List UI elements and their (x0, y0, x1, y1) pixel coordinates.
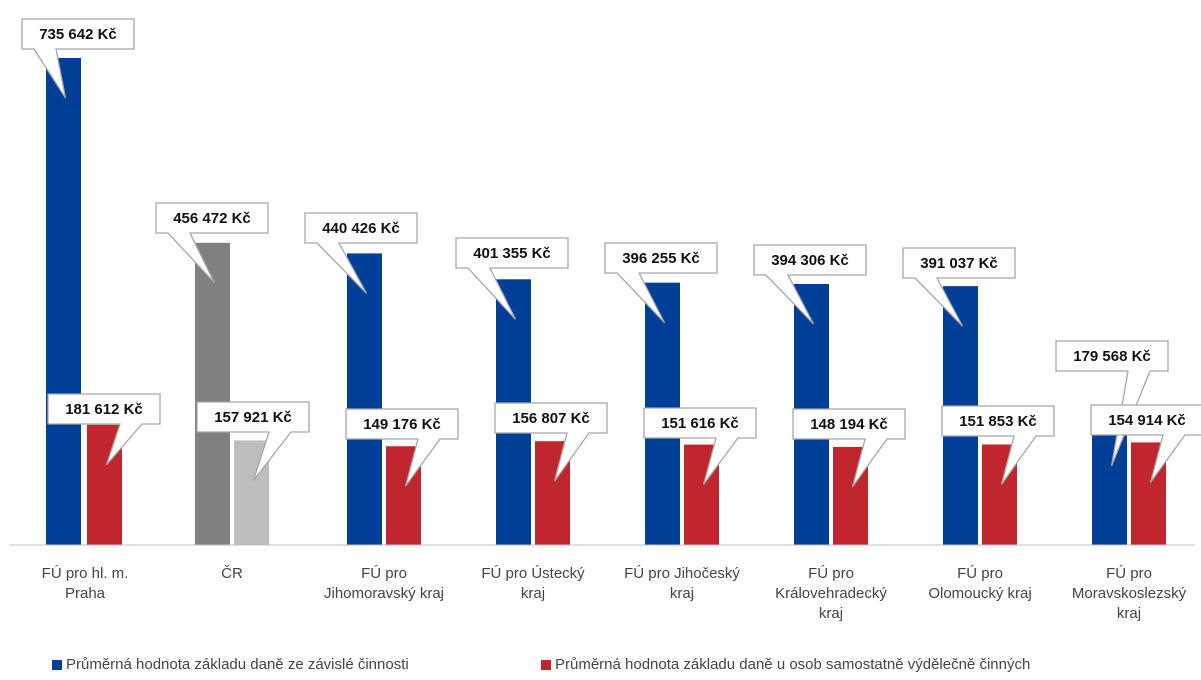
x-tick-label-line: FÚ pro hl. m. (42, 565, 129, 582)
x-tick-label-0: FÚ pro hl. m. Praha (42, 565, 129, 602)
x-tick-label-line: kraj (521, 585, 545, 602)
data-label-text: 735 642 Kč (39, 26, 117, 43)
data-label-primary-3: 401 355 Kč (455, 237, 569, 320)
x-tick-label-3: FÚ pro Ústecký kraj (481, 565, 585, 602)
data-label-text: 148 194 Kč (810, 416, 888, 433)
data-label-primary-0: 735 642 Kč (21, 18, 135, 99)
legend: Průměrná hodnota základu daně ze závislé… (0, 656, 1201, 678)
legend-item-series-2: Průměrná hodnota základu daně u osob sam… (541, 656, 1030, 673)
x-tick-label-line: kraj (670, 585, 694, 602)
data-label-box (304, 212, 418, 294)
x-tick-label-1: ČR (221, 565, 243, 582)
data-label-secondary-7: 154 914 Kč (1090, 404, 1201, 483)
x-tick-label-line: FÚ pro Jihočeský (624, 565, 740, 582)
data-label-secondary-4: 151 616 Kč (643, 407, 757, 486)
data-label-primary-4: 396 255 Kč (604, 242, 718, 324)
bar-primary-0 (46, 58, 81, 545)
data-label-box (643, 407, 757, 486)
bar-primary-2 (347, 253, 382, 545)
x-tick-label-7: FÚ pro Moravskoslezský kraj (1072, 565, 1187, 622)
data-label-box (753, 244, 867, 325)
data-label-text: 391 037 Kč (920, 255, 998, 272)
data-label-text: 151 616 Kč (661, 415, 739, 432)
x-tick-label-line: kraj (1117, 605, 1141, 622)
x-tick-label-line: FÚ pro Ústecký (481, 565, 585, 582)
data-label-primary-6: 391 037 Kč (902, 247, 1016, 327)
data-label-box (792, 408, 906, 488)
legend-label-series-2: Průměrná hodnota základu daně u osob sam… (555, 656, 1031, 673)
legend-item-series-1: Průměrná hodnota základu daně ze závislé… (52, 656, 409, 673)
x-tick-label-line: Praha (65, 585, 106, 602)
data-label-box (494, 402, 608, 482)
legend-label-series-1: Průměrná hodnota základu daně ze závislé… (66, 656, 409, 673)
x-tick-label-6: FÚ pro Olomoucký kraj (928, 565, 1031, 602)
x-tick-label-line: FÚ pro (361, 565, 407, 582)
x-tick-label-line: FÚ pro (1106, 565, 1152, 582)
data-label-box (455, 237, 569, 320)
x-tick-label-line: FÚ pro (957, 565, 1003, 582)
data-label-text: 396 255 Kč (622, 250, 700, 267)
x-tick-label-line: ČR (221, 565, 243, 582)
data-label-primary-5: 394 306 Kč (753, 244, 867, 325)
data-label-text: 157 921 Kč (214, 409, 292, 426)
legend-swatch-series-1 (52, 659, 62, 670)
data-label-secondary-2: 149 176 Kč (345, 408, 459, 487)
data-label-text: 156 807 Kč (512, 410, 590, 427)
data-label-box (196, 401, 310, 481)
data-label-text: 179 568 Kč (1073, 348, 1151, 365)
data-label-text: 149 176 Kč (363, 416, 441, 433)
data-label-box (941, 405, 1055, 485)
data-label-primary-1: 456 472 Kč (155, 202, 269, 284)
data-label-text: 151 853 Kč (959, 413, 1037, 430)
x-tick-label-line: kraj (819, 605, 843, 622)
callout-labels-layer: 735 642 Kč 181 612 Kč 456 472 Kč 157 921 Kč… (21, 18, 1201, 488)
data-label-box (345, 408, 459, 487)
x-tick-label-line: Královehradecký (775, 585, 887, 602)
data-label-secondary-1: 157 921 Kč (196, 401, 310, 481)
legend-swatch-series-2 (541, 659, 551, 670)
x-tick-label-line: Moravskoslezský (1072, 585, 1187, 602)
x-tick-label-5: FÚ pro Královehradecký kraj (775, 565, 887, 622)
data-label-text: 394 306 Kč (771, 252, 849, 269)
bars-layer (46, 58, 1166, 545)
data-label-text: 456 472 Kč (173, 210, 251, 227)
data-label-secondary-6: 151 853 Kč (941, 405, 1055, 485)
data-label-box (155, 202, 269, 284)
data-label-text: 181 612 Kč (65, 401, 143, 418)
x-tick-label-line: Jihomoravský kraj (324, 585, 444, 602)
data-label-text: 154 914 Kč (1108, 412, 1186, 429)
x-tick-label-2: FÚ pro Jihomoravský kraj (324, 565, 444, 602)
bar-chart: 735 642 Kč 181 612 Kč 456 472 Kč 157 921 Kč… (10, 18, 1201, 622)
data-label-secondary-0: 181 612 Kč (47, 393, 161, 466)
bar-primary-7 (1092, 426, 1127, 545)
data-label-box (21, 18, 135, 99)
x-tick-labels-layer: FÚ pro hl. m. Praha ČR FÚ pro Jihomoravský k… (42, 565, 1187, 622)
bar-primary-1 (195, 242, 230, 545)
data-label-box (902, 247, 1016, 327)
data-label-primary-2: 440 426 Kč (304, 212, 418, 294)
data-label-text: 401 355 Kč (473, 245, 551, 262)
x-tick-label-4: FÚ pro Jihočeský kraj (624, 565, 740, 602)
data-label-secondary-5: 148 194 Kč (792, 408, 906, 488)
data-label-text: 440 426 Kč (322, 220, 400, 237)
x-tick-label-line: FÚ pro (808, 565, 854, 582)
x-tick-label-line: Olomoucký kraj (928, 585, 1031, 602)
data-label-box (604, 242, 718, 324)
data-label-box (1090, 404, 1201, 483)
data-label-box (47, 393, 161, 466)
data-label-secondary-3: 156 807 Kč (494, 402, 608, 482)
